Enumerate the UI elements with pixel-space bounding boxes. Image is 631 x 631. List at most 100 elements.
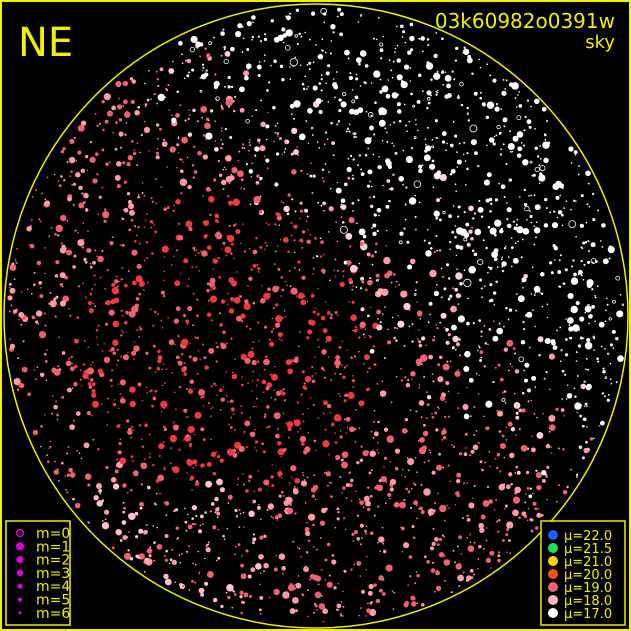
star: [215, 559, 218, 562]
star: [98, 195, 102, 199]
star: [257, 35, 260, 38]
star: [212, 471, 217, 476]
star: [568, 220, 577, 228]
star: [353, 355, 357, 358]
star: [251, 115, 254, 117]
star: [359, 500, 364, 505]
star: [187, 305, 193, 312]
star: [258, 209, 263, 214]
star: [237, 477, 240, 480]
star: [445, 263, 450, 267]
star: [193, 249, 196, 252]
star: [240, 187, 242, 190]
star: [71, 362, 73, 365]
star: [534, 146, 538, 150]
star: [332, 31, 335, 34]
star: [404, 600, 410, 605]
star: [381, 288, 389, 297]
star: [546, 465, 550, 469]
star: [87, 230, 89, 232]
star: [480, 356, 483, 359]
star: [384, 127, 387, 130]
star: [151, 404, 154, 408]
star: [600, 420, 605, 426]
star: [304, 565, 307, 568]
star: [457, 205, 461, 209]
star: [492, 142, 496, 146]
star: [464, 432, 468, 436]
star: [409, 35, 415, 42]
star: [489, 74, 492, 77]
star: [419, 317, 422, 320]
star: [355, 57, 362, 63]
star: [174, 280, 181, 287]
star: [577, 344, 582, 348]
star: [570, 305, 578, 314]
star: [216, 478, 223, 486]
star: [143, 226, 146, 228]
star: [339, 372, 342, 376]
star: [227, 200, 234, 206]
star: [456, 151, 458, 153]
star: [588, 205, 591, 208]
star: [153, 92, 156, 96]
star: [539, 291, 541, 294]
star: [212, 258, 219, 264]
star: [534, 166, 540, 173]
star: [313, 545, 315, 548]
star: [545, 475, 548, 478]
star: [468, 502, 475, 509]
star: [120, 355, 123, 358]
star: [260, 121, 266, 128]
star: [163, 138, 166, 141]
star: [543, 133, 546, 136]
star: [238, 445, 245, 453]
star: [89, 140, 93, 144]
star: [211, 406, 214, 408]
star: [415, 281, 418, 284]
star: [125, 310, 129, 315]
star: [229, 297, 235, 302]
star: [256, 378, 260, 382]
star: [350, 314, 357, 322]
star: [33, 271, 36, 274]
star: [324, 428, 327, 431]
star: [143, 458, 146, 461]
star: [320, 78, 323, 81]
star: [323, 21, 326, 24]
star: [229, 399, 234, 403]
star: [528, 195, 530, 197]
star: [117, 450, 122, 455]
star: [401, 427, 408, 434]
star: [373, 431, 379, 437]
star: [290, 287, 298, 295]
star: [293, 239, 296, 242]
star: [379, 78, 382, 81]
star: [306, 589, 309, 592]
star: [248, 594, 252, 598]
star: [360, 307, 365, 312]
star: [185, 319, 190, 324]
star: [562, 489, 568, 495]
star: [222, 168, 224, 171]
star: [516, 153, 522, 158]
star: [385, 93, 391, 99]
star: [348, 217, 355, 224]
star: [570, 208, 572, 211]
star: [528, 125, 532, 129]
star: [431, 470, 436, 475]
star: [257, 359, 259, 361]
star: [307, 85, 310, 88]
star: [311, 191, 314, 195]
star: [522, 159, 529, 166]
star: [343, 418, 346, 421]
star: [256, 263, 259, 267]
star: [443, 326, 446, 329]
star: [484, 461, 486, 464]
star: [146, 98, 150, 102]
star: [400, 367, 402, 370]
star: [302, 420, 305, 423]
star: [394, 286, 397, 288]
star: [206, 282, 211, 286]
star: [78, 185, 83, 191]
